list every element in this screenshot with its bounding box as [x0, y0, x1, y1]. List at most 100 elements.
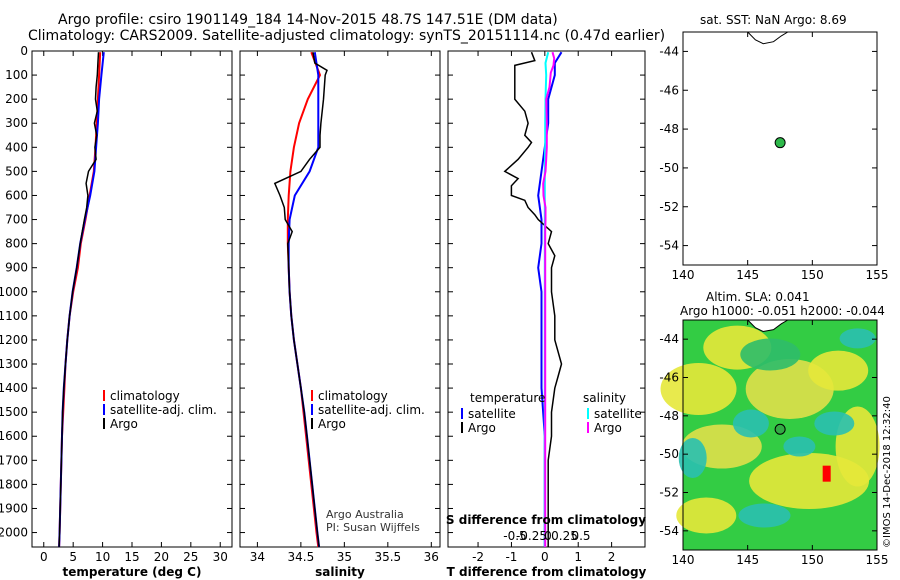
depth-tick-label: 600 — [5, 188, 28, 202]
difference-xlabel: T difference from climatology — [447, 565, 647, 579]
s-difference-tick-label: -0.5 — [503, 529, 526, 543]
sla-sla-patch — [740, 338, 801, 371]
sla-lon-label: 150 — [801, 553, 824, 567]
salinity-xtick-label: 34 — [250, 550, 265, 564]
plot-title-line2: Climatology: CARS2009. Satellite-adjuste… — [28, 28, 666, 44]
difference-xtick-label: 2 — [608, 550, 616, 564]
depth-tick-label: 1000 — [0, 285, 28, 299]
s-difference-tick-label: 0.5 — [571, 529, 590, 543]
credit-pi: PI: Susan Wijffels — [326, 521, 420, 534]
depth-tick-label: 400 — [5, 140, 28, 154]
depth-tick-label: 200 — [5, 92, 28, 106]
sst-lat-label: -54 — [659, 239, 679, 253]
sla-map-frame — [682, 319, 878, 551]
depth-tick-label: 0 — [20, 44, 28, 58]
depth-tick-label: 900 — [5, 261, 28, 275]
depth-tick-label: 2000 — [0, 526, 28, 540]
s-difference-tick-label: 0 — [544, 529, 552, 543]
legend-temperature-heading: temperature — [470, 391, 545, 405]
sst-lat-label: -44 — [659, 44, 679, 58]
depth-tick-label: 1900 — [0, 501, 28, 515]
salinity-series-argo — [273, 52, 328, 548]
imos-credit: ©IMOS 14-Dec-2018 12:32:40 — [882, 396, 893, 548]
depth-tick-label: 1600 — [0, 429, 28, 443]
sla-sla-patch — [808, 350, 869, 391]
sst-lon-label: 150 — [801, 268, 824, 282]
salinity-legend-label: Argo — [318, 417, 346, 431]
temperature-legend-label: satellite-adj. clim. — [110, 403, 217, 417]
salinity-xtick-label: 35 — [337, 550, 352, 564]
salinity-xtick-label: 36 — [424, 550, 439, 564]
difference-series-s-argo — [542, 51, 556, 547]
difference-xtick-label: -1 — [505, 550, 517, 564]
sla-sla-patch — [839, 328, 876, 349]
salinity-plot-frame — [239, 50, 441, 548]
sla-lat-label: -48 — [659, 409, 679, 423]
depth-tick-label: 1200 — [0, 333, 28, 347]
temperature-xtick-label: 5 — [69, 550, 77, 564]
temperature-xtick-label: 25 — [183, 550, 198, 564]
sst-coastline — [747, 31, 789, 45]
temperature-xtick-label: 10 — [95, 550, 110, 564]
sst-lat-label: -52 — [659, 200, 679, 214]
sla-lon-label: 145 — [736, 553, 759, 567]
sla-lon-label: 155 — [866, 553, 889, 567]
sla-sla-field — [660, 320, 880, 550]
sst-lat-label: -50 — [659, 161, 679, 175]
temperature-xlabel: temperature (deg C) — [63, 565, 202, 579]
sla-map-title: Altim. SLA: 0.041 — [706, 290, 810, 304]
depth-tick-label: 1700 — [0, 453, 28, 467]
legend-s-label: satellite — [594, 407, 642, 421]
depth-tick-label: 1500 — [0, 405, 28, 419]
difference-series-t-argo — [503, 51, 563, 547]
credit-argo-australia: Argo Australia — [326, 508, 404, 521]
s-difference-xlabel: S difference from climatology — [446, 513, 646, 527]
legend-t-label: satellite — [468, 407, 516, 421]
sla-sla-patch — [783, 436, 816, 457]
sst-map-background — [683, 32, 877, 265]
legend-t-label: Argo — [468, 421, 496, 435]
sla-coastline — [747, 319, 789, 333]
sst-lat-label: -48 — [659, 122, 679, 136]
sla-map-subtitle: Argo h1000: -0.051 h2000: -0.044 — [680, 304, 885, 318]
sla-sla-patch — [814, 411, 855, 436]
sla-argo-float-marker — [774, 423, 786, 435]
sla-sla-patch — [676, 497, 737, 534]
temperature-legend-label: Argo — [110, 417, 138, 431]
temperature-xtick-label: 30 — [213, 550, 228, 564]
temperature-plot-frame — [31, 50, 233, 548]
sla-lon-label: 140 — [672, 553, 695, 567]
sla-sla-patch — [660, 363, 737, 415]
depth-tick-label: 1300 — [0, 357, 28, 371]
sla-sla-patch — [738, 503, 791, 528]
temperature-xtick-label: 0 — [40, 550, 48, 564]
s-difference-tick-label: -0.25 — [516, 529, 547, 543]
sst-argo-float-marker — [774, 137, 786, 149]
s-difference-tick-label: 0.25 — [551, 529, 578, 543]
depth-tick-label: 500 — [5, 164, 28, 178]
depth-tick-label: 1800 — [0, 477, 28, 491]
temperature-xtick-label: 20 — [154, 550, 169, 564]
sst-map-frame — [682, 31, 878, 266]
legend-salinity-heading: salinity — [583, 391, 626, 405]
salinity-xtick-label: 34.5 — [288, 550, 315, 564]
temperature-xtick-label: 15 — [124, 550, 139, 564]
difference-xtick-label: 1 — [574, 550, 582, 564]
sst-map-title: sat. SST: NaN Argo: 8.69 — [700, 13, 847, 27]
sla-sla-patch — [732, 409, 769, 438]
legend-s-label: Argo — [594, 421, 622, 435]
plot-title-line1: Argo profile: csiro 1901149_184 14-Nov-2… — [58, 12, 558, 28]
sst-lat-label: -46 — [659, 83, 679, 97]
depth-tick-label: 100 — [5, 68, 28, 82]
salinity-xtick-label: 35.5 — [374, 550, 401, 564]
depth-tick-label: 1100 — [0, 309, 28, 323]
salinity-xlabel: salinity — [315, 565, 365, 579]
sla-lat-label: -54 — [659, 524, 679, 538]
sla-lat-label: -46 — [659, 371, 679, 385]
depth-tick-label: 700 — [5, 213, 28, 227]
sla-lat-label: -50 — [659, 447, 679, 461]
depth-tick-label: 800 — [5, 237, 28, 251]
sst-lon-label: 155 — [866, 268, 889, 282]
difference-xtick-label: -2 — [472, 550, 484, 564]
